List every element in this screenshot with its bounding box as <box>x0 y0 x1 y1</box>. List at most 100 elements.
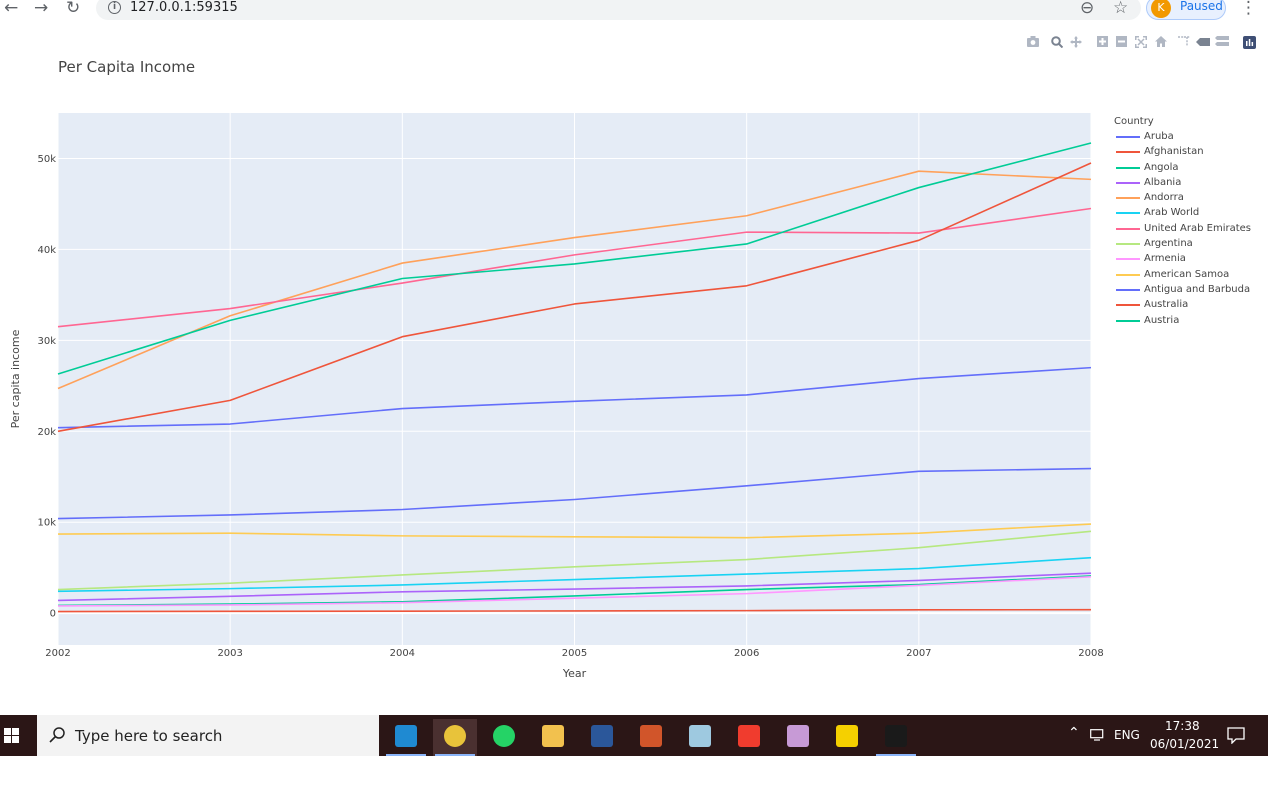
series-line-american-samoa[interactable] <box>57 523 1092 539</box>
whatsapp-icon <box>493 725 515 747</box>
legend: Country Aruba Afghanistan Angola Albania And… <box>1114 116 1251 328</box>
series-line-albania[interactable] <box>57 572 1092 602</box>
taskbar-app-word[interactable] <box>580 719 624 756</box>
series-line-aruba[interactable] <box>57 366 1092 429</box>
y-tick-label: 10k <box>37 518 56 529</box>
series-lines <box>57 142 1092 613</box>
legend-swatch <box>1116 319 1140 322</box>
y-tick-label: 50k <box>37 154 56 165</box>
zoom-out-icon[interactable] <box>1116 36 1127 50</box>
url-text[interactable]: 127.0.0.1:59315 <box>130 0 238 15</box>
legend-item[interactable]: Aruba <box>1114 129 1251 144</box>
y-axis-label: Per capita income <box>9 329 22 428</box>
legend-item[interactable]: Armenia <box>1114 251 1251 266</box>
legend-item[interactable]: Angola <box>1114 160 1251 175</box>
taskbar-app-git-gui[interactable] <box>629 719 673 756</box>
windows-logo-icon <box>4 728 19 743</box>
series-line-afghanistan[interactable] <box>57 608 1092 613</box>
camera-icon[interactable] <box>1027 36 1039 50</box>
legend-item[interactable]: Albania <box>1114 175 1251 190</box>
legend-item[interactable]: Afghanistan <box>1114 144 1251 159</box>
taskbar-app-sticky-notes[interactable] <box>825 719 869 756</box>
sticky-notes-icon <box>836 725 858 747</box>
legend-swatch <box>1116 258 1140 261</box>
legend-item[interactable]: Austria <box>1114 313 1251 328</box>
bookmark-star-icon[interactable]: ☆ <box>1113 0 1129 18</box>
series-line-antigua-and-barbuda[interactable] <box>57 467 1092 520</box>
paint-icon <box>787 725 809 747</box>
series-line-andorra[interactable] <box>57 170 1092 390</box>
series-line-armenia[interactable] <box>57 575 1092 607</box>
zoom-icon[interactable]: ⊖ <box>1080 0 1095 18</box>
legend-item[interactable]: Antigua and Barbuda <box>1114 282 1251 297</box>
plotly-logo-icon[interactable] <box>1243 36 1256 52</box>
legend-item[interactable]: United Arab Emirates <box>1114 221 1251 236</box>
language-indicator[interactable]: ENG <box>1114 728 1140 742</box>
git-client-icon <box>738 725 760 747</box>
legend-swatch <box>1116 227 1140 230</box>
hover-compare-icon[interactable] <box>1215 36 1229 50</box>
address-bar[interactable] <box>96 0 1141 20</box>
notification-icon[interactable] <box>1227 727 1245 744</box>
legend-item[interactable]: Argentina <box>1114 236 1251 251</box>
series-line-argentina[interactable] <box>57 530 1092 591</box>
legend-swatch <box>1116 212 1140 215</box>
legend-label: American Samoa <box>1144 268 1230 280</box>
series-line-united-arab-emirates[interactable] <box>57 207 1092 328</box>
start-button[interactable] <box>0 715 36 756</box>
taskbar-search[interactable]: Type here to search <box>37 715 379 756</box>
spike-lines-icon[interactable] <box>1178 36 1190 49</box>
legend-item[interactable]: American Samoa <box>1114 267 1251 282</box>
clock-time[interactable]: 17:38 <box>1165 719 1200 733</box>
x-tick-label: 2003 <box>217 648 242 659</box>
chart-title: Per Capita Income <box>58 58 196 76</box>
legend-swatch <box>1116 243 1140 246</box>
legend-label: Andorra <box>1144 192 1184 204</box>
windows-taskbar: Type here to search ⌃ ENG 17:38 06/01/20… <box>0 715 1268 756</box>
autoscale-icon[interactable] <box>1135 36 1147 51</box>
series-line-arab-world[interactable] <box>57 556 1092 593</box>
taskbar-app-chrome[interactable] <box>433 719 477 756</box>
legend-item[interactable]: Andorra <box>1114 190 1251 205</box>
series-line-australia[interactable] <box>57 162 1092 433</box>
search-icon <box>49 727 65 743</box>
legend-label: Aruba <box>1144 131 1174 142</box>
x-tick-label: 2004 <box>390 648 415 659</box>
reset-axes-icon[interactable] <box>1155 36 1167 50</box>
clock-date[interactable]: 06/01/2021 <box>1150 737 1220 751</box>
site-info-icon[interactable]: i <box>108 1 121 14</box>
network-icon[interactable] <box>1090 729 1104 741</box>
x-tick-label: 2008 <box>1078 648 1103 659</box>
reload-icon[interactable]: ↻ <box>66 0 81 18</box>
grid-lines <box>57 113 1092 645</box>
axis-ticks: 2002 2003 2004 2005 2006 2007 2008 0 10k 20k 30k 40… <box>37 154 1103 659</box>
x-tick-label: 2006 <box>734 648 759 659</box>
legend-label: Angola <box>1144 161 1179 173</box>
legend-label: Afghanistan <box>1144 146 1204 158</box>
terminal-icon <box>885 725 907 747</box>
y-tick-label: 30k <box>37 336 56 347</box>
zoom-icon[interactable] <box>1051 36 1064 51</box>
notepad-icon <box>689 725 711 747</box>
series-line-angola[interactable] <box>57 575 1092 607</box>
series-line-austria[interactable] <box>57 142 1092 375</box>
x-axis-label: Year <box>562 667 587 680</box>
legend-item[interactable]: Arab World <box>1114 205 1251 220</box>
forward-icon[interactable]: → <box>34 0 49 18</box>
back-icon[interactable]: ← <box>4 0 19 18</box>
browser-menu-icon[interactable]: ⋮ <box>1240 0 1257 18</box>
chevron-up-icon[interactable]: ⌃ <box>1068 725 1080 741</box>
taskbar-app-notepad[interactable] <box>678 719 722 756</box>
legend-item[interactable]: Australia <box>1114 297 1251 312</box>
taskbar-app-file-explorer[interactable] <box>531 719 575 756</box>
taskbar-app-whatsapp[interactable] <box>482 719 526 756</box>
pan-icon[interactable] <box>1070 36 1082 51</box>
word-icon <box>591 725 613 747</box>
hover-closest-icon[interactable] <box>1196 36 1210 49</box>
zoom-in-icon[interactable] <box>1097 36 1108 50</box>
profile-button[interactable]: K Paused <box>1146 0 1226 20</box>
taskbar-app-git-client[interactable] <box>727 719 771 756</box>
taskbar-app-paint[interactable] <box>776 719 820 756</box>
taskbar-app-terminal[interactable] <box>874 719 918 756</box>
taskbar-app-vscode[interactable] <box>384 719 428 756</box>
